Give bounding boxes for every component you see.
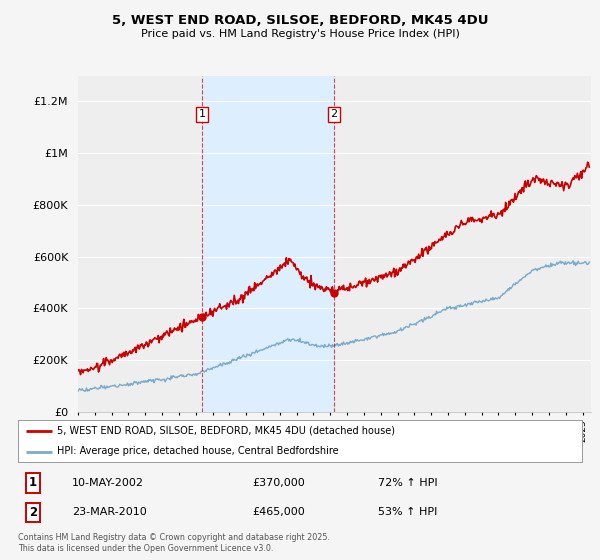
Text: £370,000: £370,000 bbox=[252, 478, 305, 488]
Text: 2: 2 bbox=[29, 506, 37, 519]
Text: 5, WEST END ROAD, SILSOE, BEDFORD, MK45 4DU (detached house): 5, WEST END ROAD, SILSOE, BEDFORD, MK45 … bbox=[58, 426, 395, 436]
Text: 23-MAR-2010: 23-MAR-2010 bbox=[72, 507, 147, 517]
Text: Contains HM Land Registry data © Crown copyright and database right 2025.
This d: Contains HM Land Registry data © Crown c… bbox=[18, 533, 330, 553]
Text: 10-MAY-2002: 10-MAY-2002 bbox=[72, 478, 144, 488]
Text: HPI: Average price, detached house, Central Bedfordshire: HPI: Average price, detached house, Cent… bbox=[58, 446, 339, 456]
Text: 1: 1 bbox=[29, 476, 37, 489]
Text: Price paid vs. HM Land Registry's House Price Index (HPI): Price paid vs. HM Land Registry's House … bbox=[140, 29, 460, 39]
Text: 1: 1 bbox=[199, 109, 205, 119]
Text: £465,000: £465,000 bbox=[252, 507, 305, 517]
Text: 5, WEST END ROAD, SILSOE, BEDFORD, MK45 4DU: 5, WEST END ROAD, SILSOE, BEDFORD, MK45 … bbox=[112, 14, 488, 27]
Text: 53% ↑ HPI: 53% ↑ HPI bbox=[378, 507, 437, 517]
Bar bbox=[202, 76, 334, 412]
Text: 2: 2 bbox=[331, 109, 338, 119]
Text: 72% ↑ HPI: 72% ↑ HPI bbox=[378, 478, 437, 488]
